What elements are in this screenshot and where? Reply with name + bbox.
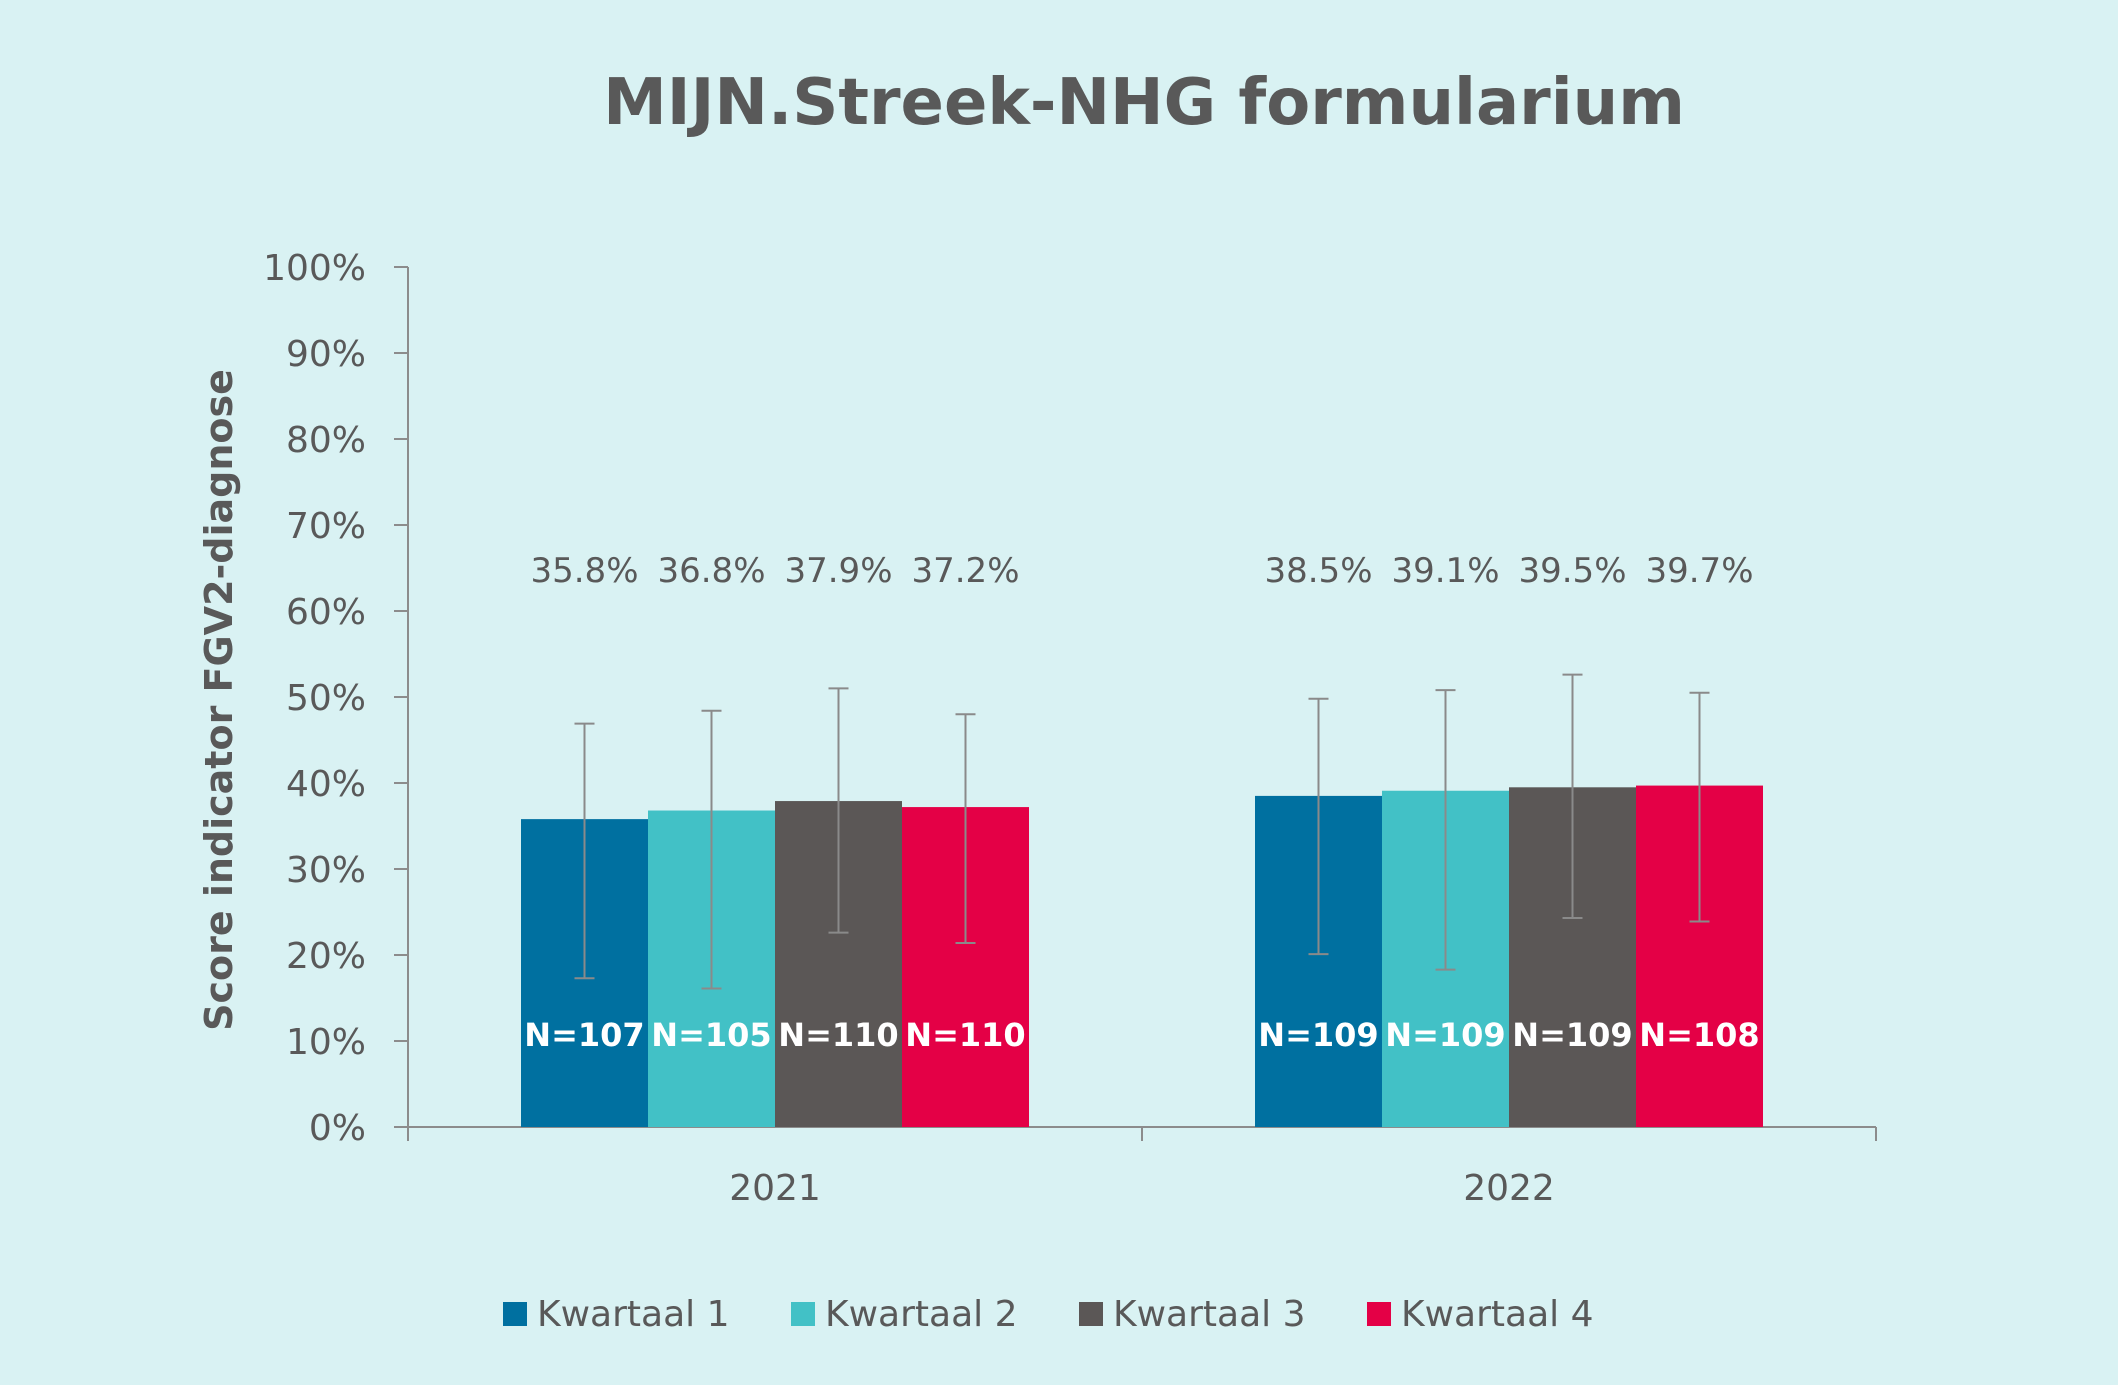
legend-swatch xyxy=(791,1302,815,1326)
legend: Kwartaal 1 Kwartaal 2 Kwartaal 3 Kwartaal 4 xyxy=(503,1294,1594,1335)
y-tick-label: 40% xyxy=(286,764,366,805)
x-tick-label: 2021 xyxy=(729,1168,821,1209)
data-label: 37.2% xyxy=(911,551,1019,591)
x-tick-label: 2022 xyxy=(1463,1168,1555,1209)
n-label: N=105 xyxy=(651,1016,771,1054)
legend-label: Kwartaal 1 xyxy=(537,1294,730,1335)
y-tick-label: 20% xyxy=(286,936,366,977)
y-axis-label: Score indicator FGV2-diagnose xyxy=(197,369,241,1031)
n-label: N=108 xyxy=(1639,1016,1759,1054)
data-label: 37.9% xyxy=(784,551,892,591)
legend-label: Kwartaal 3 xyxy=(1113,1294,1306,1335)
y-tick-label: 0% xyxy=(309,1108,366,1149)
chart-title: MIJN.Streek-NHG formularium xyxy=(603,66,1685,140)
legend-swatch xyxy=(1367,1302,1391,1326)
data-label: 36.8% xyxy=(657,551,765,591)
legend-swatch xyxy=(1079,1302,1103,1326)
data-label: 39.5% xyxy=(1518,551,1626,591)
y-tick-label: 80% xyxy=(286,420,366,461)
legend-label: Kwartaal 4 xyxy=(1401,1294,1594,1335)
y-tick-label: 60% xyxy=(286,592,366,633)
data-label: 39.1% xyxy=(1391,551,1499,591)
data-label: 38.5% xyxy=(1264,551,1372,591)
data-label: 35.8% xyxy=(530,551,638,591)
n-label: N=110 xyxy=(778,1016,898,1054)
n-label: N=109 xyxy=(1512,1016,1632,1054)
n-label: N=109 xyxy=(1258,1016,1378,1054)
legend-swatch xyxy=(503,1302,527,1326)
data-label: 39.7% xyxy=(1645,551,1753,591)
y-tick-label: 10% xyxy=(286,1022,366,1063)
legend-label: Kwartaal 2 xyxy=(825,1294,1018,1335)
n-label: N=109 xyxy=(1385,1016,1505,1054)
y-tick-label: 100% xyxy=(263,248,366,289)
n-label: N=110 xyxy=(905,1016,1025,1054)
y-tick-label: 70% xyxy=(286,506,366,547)
y-tick-label: 90% xyxy=(286,334,366,375)
n-label: N=107 xyxy=(524,1016,644,1054)
y-tick-label: 30% xyxy=(286,850,366,891)
y-tick-label: 50% xyxy=(286,678,366,719)
plot-area: 0% 10% 20% 30% 40% 50% 60% 70% 80% 90% 100% 2021 35.… xyxy=(263,248,1877,1209)
